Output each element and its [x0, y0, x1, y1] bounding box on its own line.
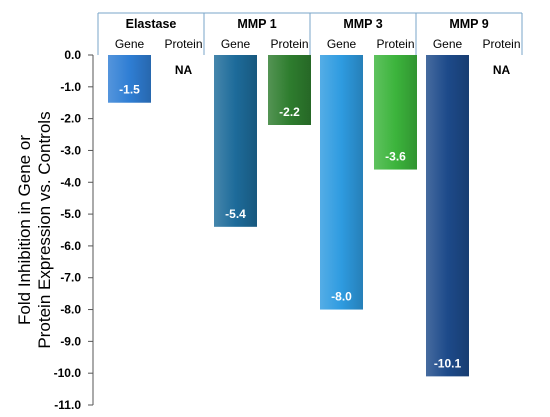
- bar-mmp1-gene: [214, 55, 257, 227]
- bar-mmp9-gene: [426, 55, 469, 377]
- bar-value-label: -8.0: [331, 290, 352, 304]
- bar-mmp1-protein: [268, 55, 311, 125]
- y-tick-label: -7.0: [60, 271, 81, 285]
- y-tick-label: -4.0: [60, 175, 81, 189]
- y-tick-label: -3.0: [60, 143, 81, 157]
- y-tick-label: -1.0: [60, 80, 81, 94]
- y-tick-label: -10.0: [54, 366, 82, 380]
- bar-elastase-gene: [108, 55, 151, 103]
- bar-series: [108, 55, 469, 377]
- na-label: NA: [493, 63, 511, 77]
- bar-category-label: Protein: [376, 37, 414, 51]
- bar-value-label: -3.6: [385, 150, 406, 164]
- y-tick-label: -6.0: [60, 239, 81, 253]
- bar-value-label: -10.1: [434, 356, 462, 370]
- y-tick-label: 0.0: [64, 48, 81, 62]
- group-header-table: Elastase Gene Protein MMP 1 Gene Protein MMP 3…: [97, 12, 523, 55]
- bar-mmp3-gene: [320, 55, 363, 310]
- data-labels: -1.5 NA -5.4 -2.2 -8.0 -3.6 -10.1 NA: [119, 63, 510, 370]
- y-axis-label-line-2: Protein Expression vs. Controls: [35, 111, 54, 348]
- bar-value-label: -1.5: [119, 83, 140, 97]
- y-tick-label: -11.0: [54, 398, 81, 412]
- bar-category-label: Gene: [115, 37, 145, 51]
- y-axis-label-line-1: Fold Inhibition in Gene or: [15, 135, 34, 325]
- group-name: MMP 9: [449, 17, 488, 31]
- group-name: Elastase: [126, 17, 177, 31]
- y-axis: 0.0 -1.0 -2.0 -3.0 -4.0 -5.0 -6.0 -7.0 -8.0 -9.0 -…: [54, 48, 94, 412]
- na-label: NA: [175, 63, 193, 77]
- y-tick-label: -8.0: [60, 303, 81, 317]
- bar-mmp3-protein: [374, 55, 417, 170]
- bar-category-label: Gene: [221, 37, 251, 51]
- y-tick-label: -5.0: [60, 207, 81, 221]
- bar-category-label: Protein: [482, 37, 520, 51]
- group-name: MMP 3: [343, 17, 382, 31]
- y-tick-label: -2.0: [60, 112, 81, 126]
- y-tick-label: -9.0: [60, 334, 81, 348]
- bar-value-label: -2.2: [279, 105, 300, 119]
- bar-category-label: Gene: [327, 37, 357, 51]
- bar-category-label: Protein: [270, 37, 308, 51]
- bar-category-label: Gene: [433, 37, 463, 51]
- bar-value-label: -5.4: [225, 207, 246, 221]
- group-name: MMP 1: [237, 17, 276, 31]
- bar-category-label: Protein: [164, 37, 202, 51]
- y-axis-label: Fold Inhibition in Gene or Protein Expre…: [15, 111, 54, 348]
